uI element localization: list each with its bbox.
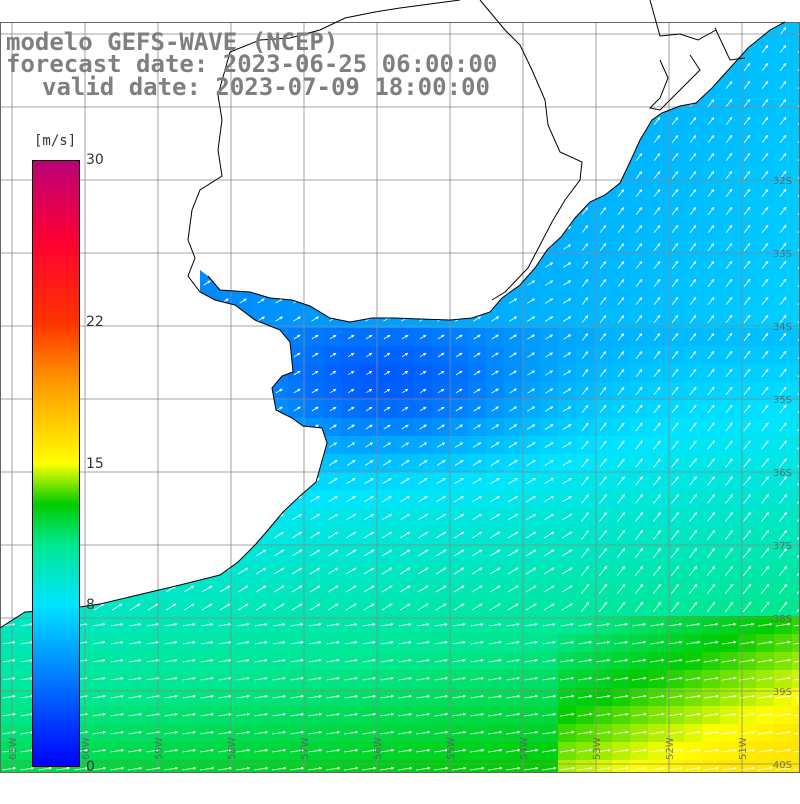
longitude-label: 54W: [519, 737, 530, 760]
wind-cell: [792, 310, 800, 328]
wind-cell: [792, 418, 800, 436]
wind-cell: [792, 220, 800, 238]
latitude-label: 32S: [773, 176, 792, 187]
wind-cell: [792, 184, 800, 202]
title-valid-date: valid date: 2023-07-09 18:00:00: [42, 75, 490, 99]
wind-cell: [792, 40, 800, 58]
wind-cell: [792, 148, 800, 166]
longitude-label: 60W: [81, 737, 92, 760]
wind-cell: [792, 22, 800, 40]
latitude-label: 40S: [773, 760, 792, 771]
wind-cell: [792, 256, 800, 274]
latitude-label: 35S: [773, 395, 792, 406]
longitude-label: 58W: [227, 737, 238, 760]
wind-cell: [792, 130, 800, 148]
longitude-label: 51W: [738, 737, 749, 760]
latitude-label: 38S: [773, 614, 792, 625]
wind-cell: [792, 328, 800, 346]
wind-cell: [792, 580, 800, 598]
colorbar-gradient: [33, 161, 79, 766]
colorbar-tick-label: 30: [86, 152, 104, 168]
wind-cell: [792, 274, 800, 292]
longitude-label: 59W: [154, 737, 165, 760]
longitude-label: 52W: [665, 737, 676, 760]
wind-cell: [792, 526, 800, 544]
wind-cell: [792, 112, 800, 130]
wind-cell: [792, 292, 800, 310]
latitude-label: 37S: [773, 541, 792, 552]
wind-cell: [792, 58, 800, 76]
colorbar-tick-label: 8: [86, 597, 95, 613]
longitude-label: 53W: [592, 737, 603, 760]
longitude-label: 56W: [373, 737, 384, 760]
wind-cell: [792, 76, 800, 94]
wind-cell: [792, 202, 800, 220]
wind-cell: [792, 364, 800, 382]
wind-cell: [792, 436, 800, 454]
wind-cell: [792, 508, 800, 526]
latitude-label: 34S: [773, 322, 792, 333]
colorbar-tick-label: 15: [86, 456, 104, 472]
wind-cell: [792, 346, 800, 364]
longitude-label: 57W: [300, 737, 311, 760]
longitude-label: 55W: [446, 737, 457, 760]
wind-cell: [792, 400, 800, 418]
colorbar-tick-label: 0: [86, 759, 95, 775]
latitude-label: 36S: [773, 468, 792, 479]
latitude-label: 33S: [773, 249, 792, 260]
wind-cell: [792, 598, 800, 616]
wind-cell: [792, 382, 800, 400]
wind-cell: [792, 454, 800, 472]
colorbar: [32, 160, 80, 767]
latitude-label: 39S: [773, 687, 792, 698]
wind-cell: [792, 544, 800, 562]
wind-cell: [792, 490, 800, 508]
wind-cell: [792, 94, 800, 112]
longitude-label: 61W: [8, 737, 19, 760]
colorbar-unit-label: [m/s]: [34, 133, 76, 149]
wind-cell: [792, 472, 800, 490]
wind-cell: [792, 166, 800, 184]
wind-cell: [792, 562, 800, 580]
colorbar-tick-label: 22: [86, 314, 104, 330]
